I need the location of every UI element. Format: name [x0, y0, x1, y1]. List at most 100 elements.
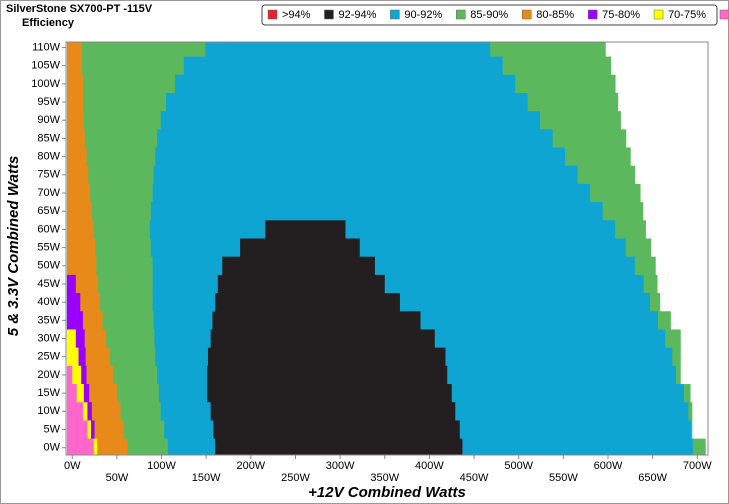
x-tick-label: 700W: [683, 460, 712, 472]
region-cell: [66, 365, 73, 385]
x-tick-label: 200W: [236, 460, 265, 472]
region-cell: [66, 147, 87, 167]
x-axis-title: +12V Combined Watts: [308, 484, 466, 501]
x-tick-label: 400W: [415, 460, 444, 472]
region-cell: [150, 202, 604, 221]
region-cell: [183, 56, 504, 76]
region-cell: [66, 220, 95, 239]
region-cell: [445, 347, 673, 367]
region-cell: [451, 384, 685, 403]
region-cell: [447, 365, 677, 385]
region-cell: [210, 329, 436, 349]
region-cell: [602, 202, 644, 221]
region-cell: [82, 311, 104, 330]
y-tick-label: 90W: [37, 114, 60, 126]
region-cell: [205, 42, 491, 57]
region-cell: [155, 147, 566, 167]
region-cell: [157, 129, 554, 148]
region-cell: [66, 202, 93, 221]
region-cell: [84, 129, 158, 148]
region-cell: [75, 274, 99, 294]
y-tick-label: 95W: [37, 96, 60, 108]
region-cell: [97, 438, 129, 456]
region-cell: [615, 220, 646, 239]
region-cell: [210, 402, 456, 421]
region-cell: [692, 438, 706, 456]
region-cell: [120, 402, 162, 421]
y-tick-label: 100W: [31, 78, 60, 90]
region-cell: [374, 256, 636, 276]
region-cell: [154, 329, 212, 349]
region-cell: [150, 238, 241, 258]
region-cell: [66, 129, 86, 148]
region-cell: [66, 384, 78, 403]
legend-label: >94%: [282, 9, 311, 21]
region-cell: [66, 347, 79, 367]
x-tick-label: 50W: [106, 472, 129, 484]
region-cell: [158, 384, 208, 403]
y-tick-label: 85W: [37, 132, 60, 144]
region-cell: [82, 42, 206, 57]
region-cell: [106, 329, 155, 349]
region-cell: [88, 165, 154, 185]
region-cell: [152, 274, 219, 294]
legend-swatch: [390, 9, 400, 20]
legend-swatch: [587, 9, 598, 20]
region-cell: [87, 402, 93, 421]
y-tick-label: 110W: [32, 41, 61, 53]
y-tick-label: 0W: [44, 442, 61, 454]
region-cell: [688, 402, 693, 421]
legend-swatch: [324, 9, 334, 20]
region-cell: [212, 311, 421, 330]
x-tick-label: 0W: [64, 460, 81, 472]
x-tick-label: 450W: [460, 472, 489, 484]
region-cell: [155, 347, 209, 367]
region-cell: [66, 329, 77, 349]
region-cell: [160, 111, 541, 130]
region-cell: [152, 293, 216, 312]
region-cell: [455, 402, 689, 421]
region-cell: [565, 147, 631, 167]
y-tick-label: 30W: [37, 332, 60, 344]
region-cell: [82, 56, 185, 76]
region-cell: [577, 165, 636, 185]
region-cell: [540, 111, 621, 130]
region-cell: [91, 402, 121, 421]
x-tick-label: 500W: [504, 460, 533, 472]
region-cell: [66, 74, 84, 94]
region-cell: [527, 92, 619, 112]
region-cell: [84, 329, 107, 349]
region-cell: [80, 293, 101, 312]
region-cell: [672, 347, 681, 367]
x-tick-label: 150W: [192, 472, 221, 484]
region-cell: [82, 402, 88, 421]
region-cell: [215, 293, 401, 312]
plot-border: [65, 41, 709, 456]
region-cell: [66, 42, 83, 57]
region-cell: [399, 293, 651, 312]
y-tick-label: 55W: [37, 241, 60, 253]
y-axis-title: 5 & 3.3V Combined Watts: [5, 156, 22, 337]
x-tick-label: 650W: [638, 472, 667, 484]
y-tick-label: 80W: [37, 151, 60, 163]
region-cell: [215, 438, 463, 456]
region-cell: [113, 365, 158, 385]
region-cell: [96, 256, 154, 276]
region-cell: [66, 438, 95, 456]
region-cell: [66, 183, 91, 203]
region-cell: [89, 384, 118, 403]
region-cell: [95, 238, 152, 258]
region-cell: [515, 74, 616, 94]
region-cell: [66, 420, 88, 440]
region-cell: [82, 74, 176, 94]
region-cell: [66, 293, 81, 312]
y-tick-label: 10W: [37, 405, 60, 417]
region-cell: [66, 311, 84, 330]
y-tick-label: 20W: [37, 369, 60, 381]
region-cell: [116, 384, 160, 403]
x-tick-label: 300W: [326, 460, 355, 472]
legend-label: 90-92%: [404, 9, 442, 21]
legend-label: 80-85%: [536, 9, 574, 21]
region-cell: [222, 256, 376, 276]
region-cell: [207, 347, 446, 367]
